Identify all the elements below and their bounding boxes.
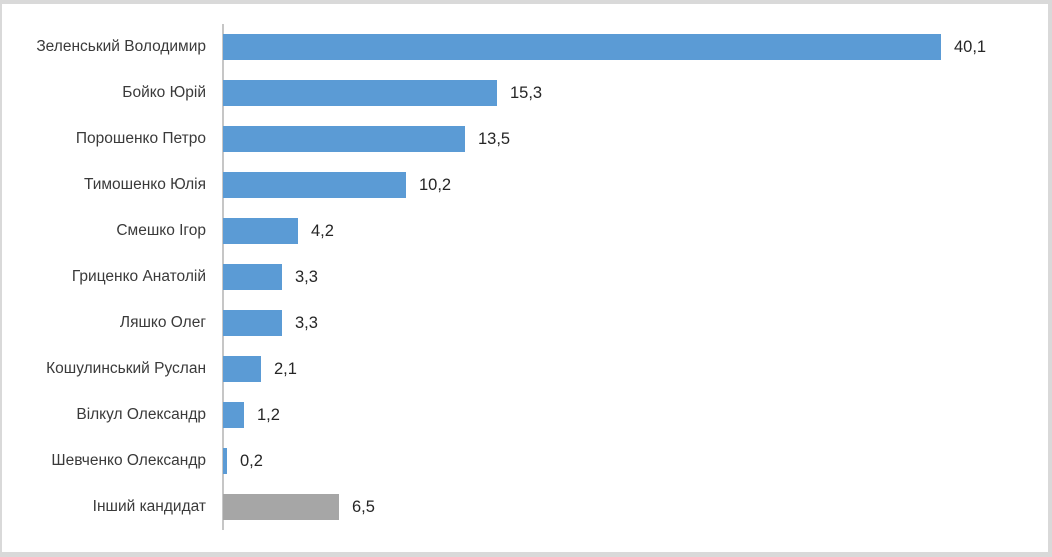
category-label: Порошенко Петро [75, 130, 206, 147]
category-label: Смешко Ігор [116, 222, 206, 239]
value-label: 3,3 [295, 267, 318, 286]
category-label: Тимошенко Юлія [83, 176, 206, 193]
bar [223, 402, 244, 428]
value-label: 40,1 [954, 37, 987, 56]
bar [223, 264, 282, 290]
bar [223, 126, 465, 152]
bar-zone: 2,1 [223, 346, 1044, 392]
value-label: 15,3 [510, 83, 543, 102]
bar-row: Смешко Ігор 4,2 [2, 208, 1044, 254]
bar [223, 448, 227, 474]
bar-chart: Зеленський Володимир 40,1 Бойко Юрій 15,3 По… [2, 24, 1044, 530]
bar-rows: Зеленський Володимир 40,1 Бойко Юрій 15,3 По… [2, 24, 1044, 530]
bar [223, 218, 298, 244]
bar [223, 172, 406, 198]
category-label: Гриценко Анатолій [71, 268, 206, 285]
category-label: Ляшко Олег [119, 314, 206, 331]
value-label: 4,2 [311, 221, 334, 240]
bar-zone: 6,5 [223, 484, 1044, 530]
bar [223, 80, 497, 106]
bar-zone: 0,2 [223, 438, 1044, 484]
bar-row: Вілкул Олександр 1,2 [2, 392, 1044, 438]
category-label: Вілкул Олександр [76, 406, 206, 423]
y-axis-line [222, 24, 224, 530]
bar-row: Ляшко Олег 3,3 [2, 300, 1044, 346]
value-label: 13,5 [478, 129, 511, 148]
category-label: Інший кандидат [92, 498, 206, 515]
category-label: Зеленський Володимир [36, 38, 206, 55]
bar-row: Кошулинський Руслан 2,1 [2, 346, 1044, 392]
value-label: 0,2 [240, 451, 263, 470]
bar-zone: 3,3 [223, 300, 1044, 346]
bar-zone: 10,2 [223, 162, 1044, 208]
bar-zone: 13,5 [223, 116, 1044, 162]
bar-zone: 4,2 [223, 208, 1044, 254]
bar-zone: 40,1 [223, 24, 1044, 70]
value-label: 1,2 [257, 405, 280, 424]
bar-row: Інший кандидат 6,5 [2, 484, 1044, 530]
category-label: Бойко Юрій [122, 84, 206, 101]
category-label: Шевченко Олександр [51, 452, 206, 469]
bar-row: Гриценко Анатолій 3,3 [2, 254, 1044, 300]
bar-zone: 1,2 [223, 392, 1044, 438]
value-label: 10,2 [419, 175, 452, 194]
bar [223, 494, 339, 520]
bar [223, 356, 261, 382]
bar-row: Шевченко Олександр 0,2 [2, 438, 1044, 484]
category-label: Кошулинський Руслан [46, 360, 206, 377]
bar-zone: 3,3 [223, 254, 1044, 300]
bar-row: Тимошенко Юлія 10,2 [2, 162, 1044, 208]
bar [223, 34, 941, 60]
bar-zone: 15,3 [223, 70, 1044, 116]
bar-row: Зеленський Володимир 40,1 [2, 24, 1044, 70]
bar [223, 310, 282, 336]
bar-row: Порошенко Петро 13,5 [2, 116, 1044, 162]
value-label: 6,5 [352, 497, 375, 516]
value-label: 3,3 [295, 313, 318, 332]
value-label: 2,1 [274, 359, 297, 378]
bar-row: Бойко Юрій 15,3 [2, 70, 1044, 116]
